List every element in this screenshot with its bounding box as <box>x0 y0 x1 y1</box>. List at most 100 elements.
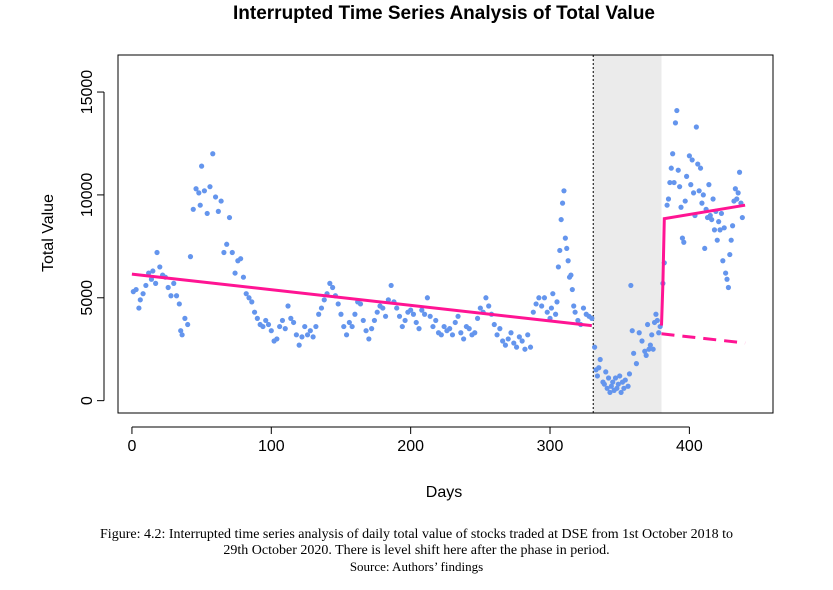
data-point <box>559 200 566 206</box>
data-point <box>642 348 648 354</box>
data-point <box>185 321 191 328</box>
data-point <box>265 321 272 328</box>
data-point <box>171 280 177 286</box>
data-point <box>625 383 631 389</box>
data-point <box>561 188 567 194</box>
data-point <box>710 196 716 202</box>
data-point <box>686 153 692 159</box>
data-point <box>455 313 461 319</box>
data-point <box>654 317 660 324</box>
data-point <box>402 317 408 324</box>
data-point <box>193 186 199 192</box>
data-point <box>522 346 528 352</box>
data-point <box>274 336 280 342</box>
data-point <box>218 198 224 204</box>
data-point <box>190 206 196 212</box>
data-point <box>148 276 155 282</box>
data-point <box>682 198 688 204</box>
data-point <box>721 225 727 231</box>
data-point <box>179 332 185 338</box>
data-point <box>338 311 344 317</box>
data-point <box>486 303 492 309</box>
data-point <box>279 317 286 324</box>
data-point <box>268 328 274 334</box>
data-point <box>513 344 520 350</box>
data-point <box>724 276 730 282</box>
data-point <box>380 305 386 311</box>
data-point <box>318 305 325 311</box>
data-point <box>571 303 577 309</box>
data-point <box>592 344 598 350</box>
data-point <box>539 303 545 309</box>
data-point <box>716 219 722 225</box>
data-point <box>290 319 297 326</box>
data-point <box>232 270 238 276</box>
data-point <box>408 307 414 313</box>
data-point <box>639 338 645 344</box>
data-point <box>615 381 621 387</box>
chart-title: Interrupted Time Series Analysis of Tota… <box>233 3 655 24</box>
data-point <box>607 389 613 396</box>
data-point <box>143 282 149 289</box>
data-point <box>254 315 260 321</box>
data-point <box>285 303 291 309</box>
data-point <box>568 272 574 278</box>
data-point <box>557 247 563 254</box>
data-point <box>343 332 350 338</box>
data-point <box>696 188 702 194</box>
data-point <box>310 334 316 340</box>
data-point <box>477 305 483 311</box>
data-point <box>672 120 679 126</box>
data-point <box>210 151 216 157</box>
data-point <box>154 249 160 256</box>
data-point <box>628 282 634 289</box>
data-point <box>629 328 635 334</box>
x-tick-label: 400 <box>676 438 703 455</box>
data-point <box>618 389 624 396</box>
data-point <box>153 280 159 286</box>
data-point <box>360 317 366 324</box>
data-point <box>466 326 472 332</box>
x-tick-label: 200 <box>397 438 424 455</box>
data-point <box>168 293 174 299</box>
data-point <box>670 151 676 157</box>
counterfactual-line <box>661 332 746 345</box>
data-point <box>243 291 249 297</box>
data-point <box>555 264 561 270</box>
data-point <box>552 311 559 317</box>
data-point <box>394 305 400 311</box>
data-point <box>608 383 614 389</box>
data-point <box>621 385 627 391</box>
data-point <box>564 245 570 252</box>
data-point <box>226 214 233 221</box>
data-point <box>204 210 210 217</box>
data-point <box>371 317 378 324</box>
data-point <box>424 295 430 301</box>
data-point <box>601 381 607 387</box>
data-point <box>736 169 743 175</box>
data-point <box>249 299 255 305</box>
data-point <box>633 361 640 367</box>
y-tick-label: 15000 <box>79 70 96 115</box>
data-point <box>725 284 732 291</box>
data-point <box>251 309 258 315</box>
data-point <box>430 323 436 330</box>
data-point <box>550 291 556 297</box>
data-point <box>187 254 194 260</box>
data-point <box>697 165 704 171</box>
data-point <box>212 194 219 200</box>
data-point <box>330 284 336 291</box>
data-point <box>221 249 227 256</box>
data-point <box>341 323 347 330</box>
caption-source: Source: Authors’ findings <box>349 559 484 574</box>
data-point <box>441 323 447 330</box>
data-point <box>572 309 578 315</box>
data-point <box>603 369 609 375</box>
data-point <box>649 332 655 338</box>
data-point <box>461 336 467 342</box>
plot-area: 0 100 200 300 400 0 5000 10000 15000 <box>79 54 774 455</box>
data-point <box>150 268 156 274</box>
data-point <box>410 311 417 317</box>
data-point <box>646 346 652 352</box>
data-point <box>304 332 311 338</box>
